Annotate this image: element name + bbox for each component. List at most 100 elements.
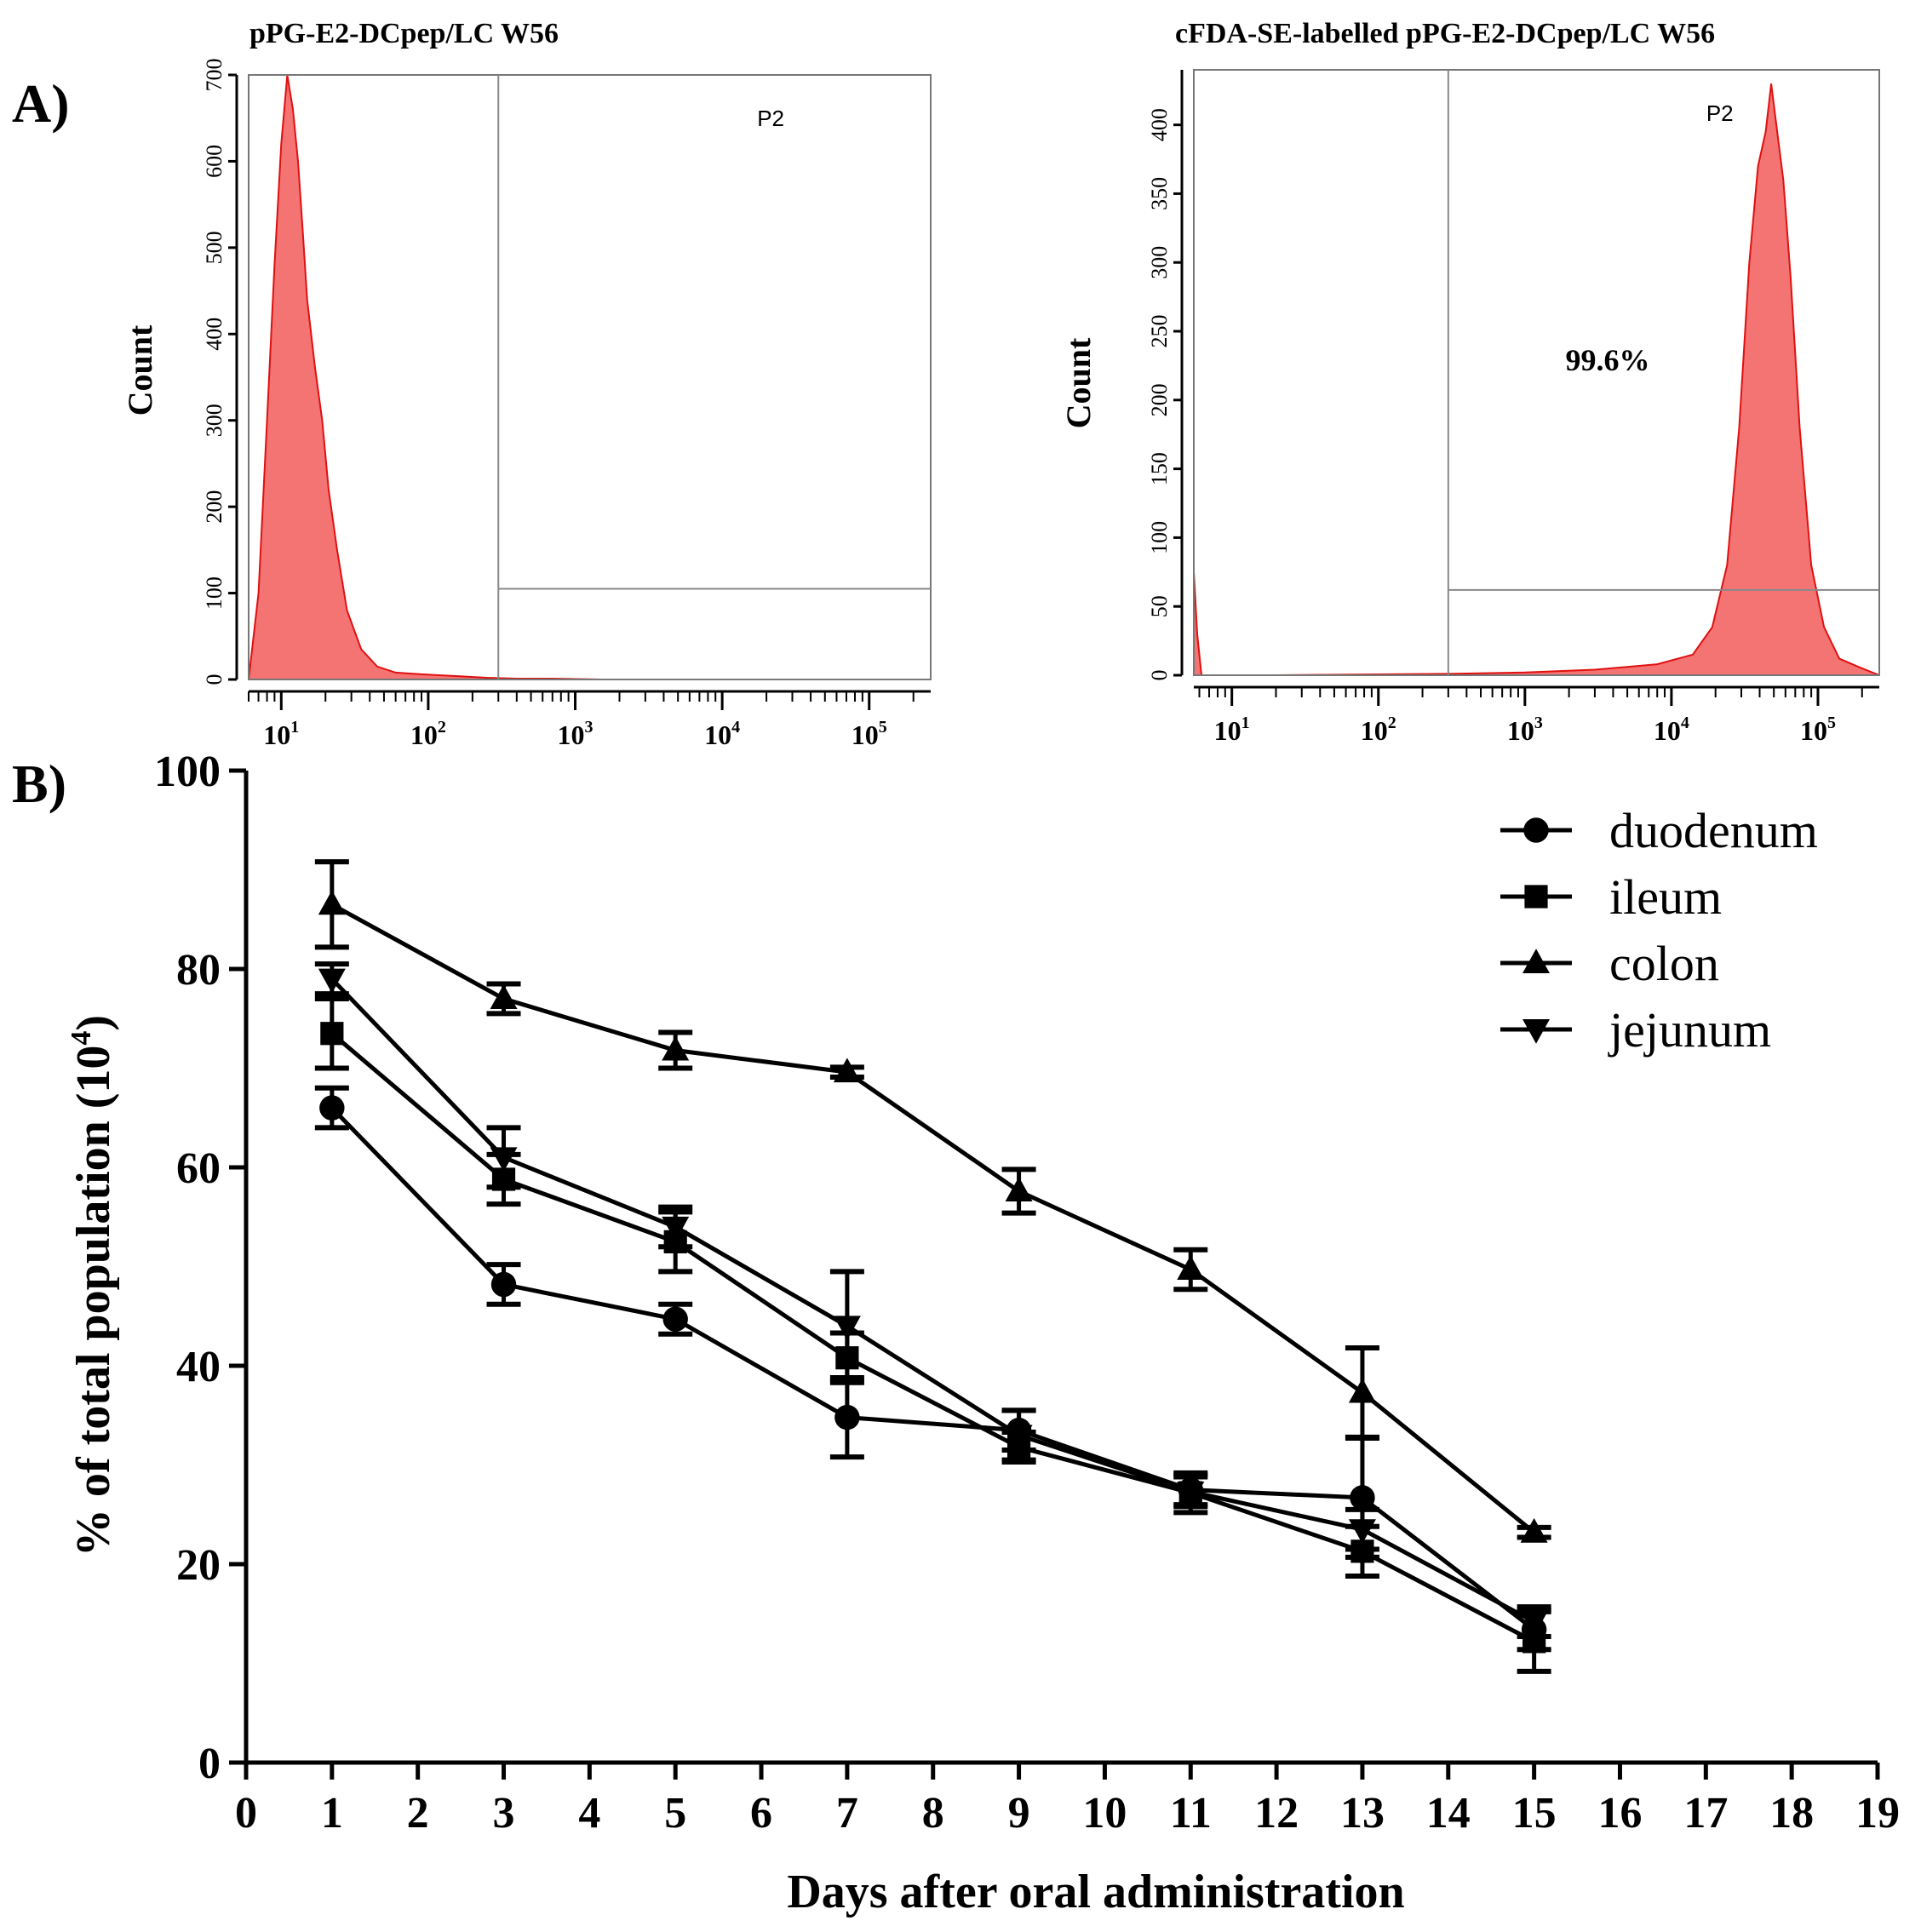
series-jejunum-point xyxy=(833,1316,861,1341)
legend-jejunum-marker xyxy=(1522,1019,1550,1044)
line-chart-x-tick-label: 2 xyxy=(407,1789,429,1837)
line-chart-x-tick-label: 17 xyxy=(1683,1789,1728,1837)
histogram-2-title: cFDA-SE-labelled pPG-E2-DCpep/LC W56 xyxy=(1175,18,1715,49)
histogram-2-y-tick-label: 300 xyxy=(1147,246,1172,279)
series-ileum-point xyxy=(320,1022,344,1046)
series-duodenum-point xyxy=(1350,1485,1375,1511)
series-jejunum-point xyxy=(1177,1481,1205,1506)
histogram-1-y-tick-label: 500 xyxy=(202,231,227,264)
histogram-2-x-tick-label-exponent: 4 xyxy=(1681,714,1689,732)
legend-colon-label: colon xyxy=(1609,936,1719,991)
histogram-2-y-tick-label: 0 xyxy=(1147,670,1172,681)
series-colon-point xyxy=(1520,1517,1548,1543)
histogram-2-gate-label: P2 xyxy=(1706,100,1734,126)
series-jejunum-point xyxy=(1005,1425,1033,1450)
histogram-1-x-tick-label-base: 10 xyxy=(852,719,879,750)
histogram-1-x-tick-label-exponent: 1 xyxy=(290,718,299,737)
series-colon-point xyxy=(1348,1378,1376,1403)
histogram-2-x-tick-label-base: 10 xyxy=(1214,715,1241,746)
line-chart-x-tick-label: 7 xyxy=(836,1789,858,1837)
line-chart-xlabel: Days after oral administration xyxy=(787,1866,1404,1918)
series-duodenum-point xyxy=(319,1095,345,1121)
histogram-2-x-tick-label-base: 10 xyxy=(1654,715,1681,746)
histogram-2-x-tick-label: 105 xyxy=(1800,714,1836,746)
histogram-1-x-tick-label-exponent: 4 xyxy=(731,718,740,737)
legend-ileum-label: ileum xyxy=(1609,869,1722,925)
line-chart-ylabel-exponent: 4 xyxy=(66,1031,97,1046)
line-chart-y-tick-label: 80 xyxy=(176,946,221,995)
line-chart-y-tick-label: 100 xyxy=(154,748,221,796)
line-chart-ylabel-main: % of total population (10 xyxy=(67,1046,120,1557)
histogram-2-y-tick-label: 400 xyxy=(1147,108,1172,141)
series-colon xyxy=(314,859,1551,1543)
line-chart-y-tick-label: 40 xyxy=(176,1343,221,1391)
histogram-2-distribution xyxy=(1193,83,1880,676)
histogram-1-x-tick-label-exponent: 2 xyxy=(438,718,446,737)
legend-ileum-marker xyxy=(1524,885,1548,909)
histogram-1-x-tick-label-base: 10 xyxy=(558,719,585,750)
histogram-2-annotation: 99.6% xyxy=(1566,343,1650,377)
series-duodenum-point xyxy=(490,1271,517,1298)
line-chart-y-tick-label: 20 xyxy=(176,1541,221,1590)
line-chart-x-tick-label: 0 xyxy=(235,1789,257,1837)
histogram-chart-1: pPG-E2-DCpep/LC W56 Count P2 0 100 200 300 40… xyxy=(121,18,932,750)
series-colon-point xyxy=(490,984,518,1009)
histogram-1-x-tick-label-base: 10 xyxy=(263,719,290,750)
histogram-1-x-tick-label: 104 xyxy=(704,718,740,750)
histogram-1-y-tick-label: 300 xyxy=(202,404,227,437)
histogram-1-y-tick-label: 0 xyxy=(202,674,227,685)
series-jejunum-point xyxy=(1520,1611,1548,1637)
series-jejunum-point xyxy=(490,1147,518,1172)
histogram-2-y-tick-label: 250 xyxy=(1147,315,1172,348)
histogram-1-distribution xyxy=(247,74,931,680)
histogram-1-x-tick-label-exponent: 5 xyxy=(879,718,887,737)
line-chart-x-tick-label: 15 xyxy=(1512,1789,1557,1837)
line-chart-y-tick-label: 0 xyxy=(198,1740,221,1788)
series-jejunum-point xyxy=(662,1216,690,1241)
series-jejunum-point xyxy=(1348,1519,1376,1545)
legend-duodenum-marker xyxy=(1523,817,1549,843)
legend-duodenum-label: duodenum xyxy=(1609,803,1818,858)
histogram-2-y-tick-label: 200 xyxy=(1147,383,1172,416)
line-chart-x-tick-label: 3 xyxy=(493,1789,515,1837)
histogram-1-ylabel: Count xyxy=(121,324,159,416)
histogram-2-x-tick-label-exponent: 1 xyxy=(1241,714,1250,732)
series-ileum-line xyxy=(330,1031,1535,1644)
histogram-2-x-tick-label: 101 xyxy=(1214,714,1250,746)
histogram-2-ylabel: Count xyxy=(1059,337,1098,428)
histogram-1-y-tick-label: 700 xyxy=(202,59,227,92)
series-colon-point xyxy=(318,890,346,915)
line-chart-x-tick-label: 16 xyxy=(1597,1789,1642,1837)
histogram-2-x-tick-label-exponent: 3 xyxy=(1534,714,1543,732)
histogram-2-y-tick-label: 150 xyxy=(1147,452,1172,485)
histogram-1-x-tick-label-base: 10 xyxy=(704,719,731,750)
histogram-2-y-tick-label: 50 xyxy=(1147,595,1172,617)
line-chart-legend: duodenum ileum colon jejunum xyxy=(1500,803,1818,1058)
histogram-1-title: pPG-E2-DCpep/LC W56 xyxy=(249,18,559,49)
line-chart-ylabel: % of total population (104) xyxy=(66,1015,120,1556)
line-chart-x-tick-label: 12 xyxy=(1254,1789,1299,1837)
histogram-2-frame xyxy=(1193,69,1880,676)
histogram-2-x-tick-label-exponent: 2 xyxy=(1388,714,1396,732)
series-ileum xyxy=(314,995,1551,1674)
histogram-2-x-tick-label-base: 10 xyxy=(1361,715,1388,746)
line-chart-x-tick-label: 10 xyxy=(1082,1789,1127,1837)
line-chart-x-tick-label: 6 xyxy=(750,1789,772,1837)
series-jejunum-point xyxy=(318,968,346,994)
histogram-2-x-tick-label: 103 xyxy=(1507,714,1543,746)
series-jejunum-line xyxy=(330,977,1535,1624)
line-chart-y-tick-label: 60 xyxy=(176,1144,221,1193)
histogram-1-gate-label: P2 xyxy=(757,106,784,131)
line-chart-ylabel-close: ) xyxy=(67,1015,120,1031)
series-colon-point xyxy=(833,1058,861,1083)
legend-colon-marker xyxy=(1522,949,1550,973)
line-chart-x-tick-label: 8 xyxy=(922,1789,944,1837)
histogram-1-y-tick-label: 600 xyxy=(202,145,227,178)
histogram-2-y-tick-label: 350 xyxy=(1147,177,1172,210)
panel-b-label: B) xyxy=(12,754,66,814)
series-duodenum-line xyxy=(330,1106,1536,1631)
line-chart-x-tick-label: 9 xyxy=(1008,1789,1030,1837)
histogram-1-x-tick-label: 105 xyxy=(852,718,887,750)
